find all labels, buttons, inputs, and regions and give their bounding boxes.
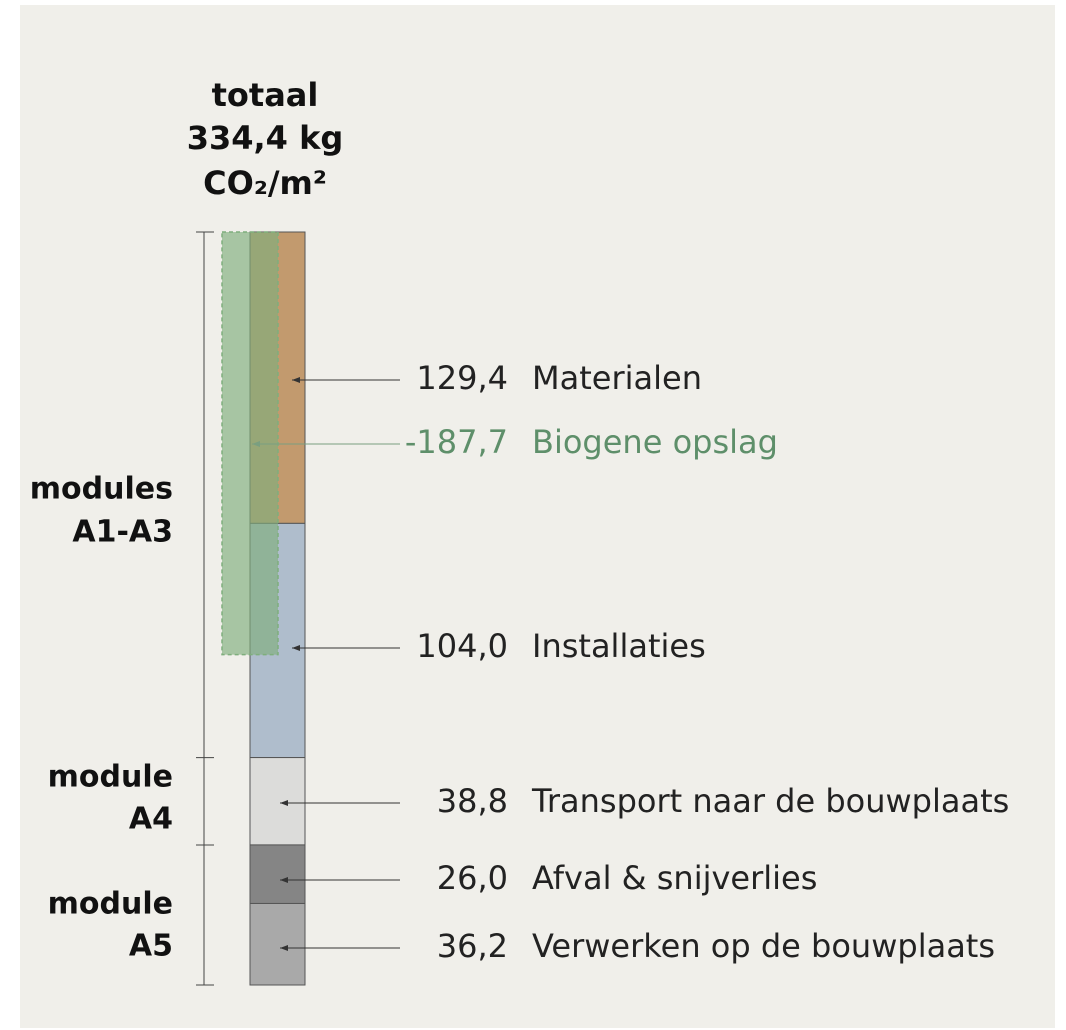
leader-arrow xyxy=(292,377,300,383)
group-label: A4 xyxy=(129,802,173,837)
leader-arrow xyxy=(280,945,288,951)
leader-arrow xyxy=(280,877,288,883)
chart-title: totaal xyxy=(212,76,319,114)
group-label: A1-A3 xyxy=(72,515,173,550)
group-label: module xyxy=(48,760,173,795)
value-label: 104,0 xyxy=(416,627,508,665)
biogenic-overlay xyxy=(221,231,279,656)
group-label: A5 xyxy=(129,929,173,964)
category-label: Materialen xyxy=(532,359,702,397)
chart-title: 334,4 kg xyxy=(187,119,344,157)
bar-segment xyxy=(249,902,306,986)
bar-segment xyxy=(249,757,306,846)
value-label: 26,0 xyxy=(437,859,508,897)
category-label: Installaties xyxy=(532,627,706,665)
leader-arrow xyxy=(280,800,288,806)
leader-arrow xyxy=(292,645,300,651)
category-label: Biogene opslag xyxy=(532,423,778,461)
value-label: 129,4 xyxy=(416,359,508,397)
group-label: modules xyxy=(30,472,173,507)
bar-segment xyxy=(249,844,306,904)
category-label: Verwerken op de bouwplaats xyxy=(532,927,995,965)
category-label: Transport naar de bouwplaats xyxy=(531,782,1009,820)
group-label: module xyxy=(48,887,173,922)
value-label: -187,7 xyxy=(405,423,508,461)
value-label: 36,2 xyxy=(437,927,508,965)
leader-arrow xyxy=(252,441,260,447)
chart-title: CO₂/m² xyxy=(203,164,327,202)
value-label: 38,8 xyxy=(437,782,508,820)
category-label: Afval & snijverlies xyxy=(532,859,817,897)
background xyxy=(20,5,1055,1028)
